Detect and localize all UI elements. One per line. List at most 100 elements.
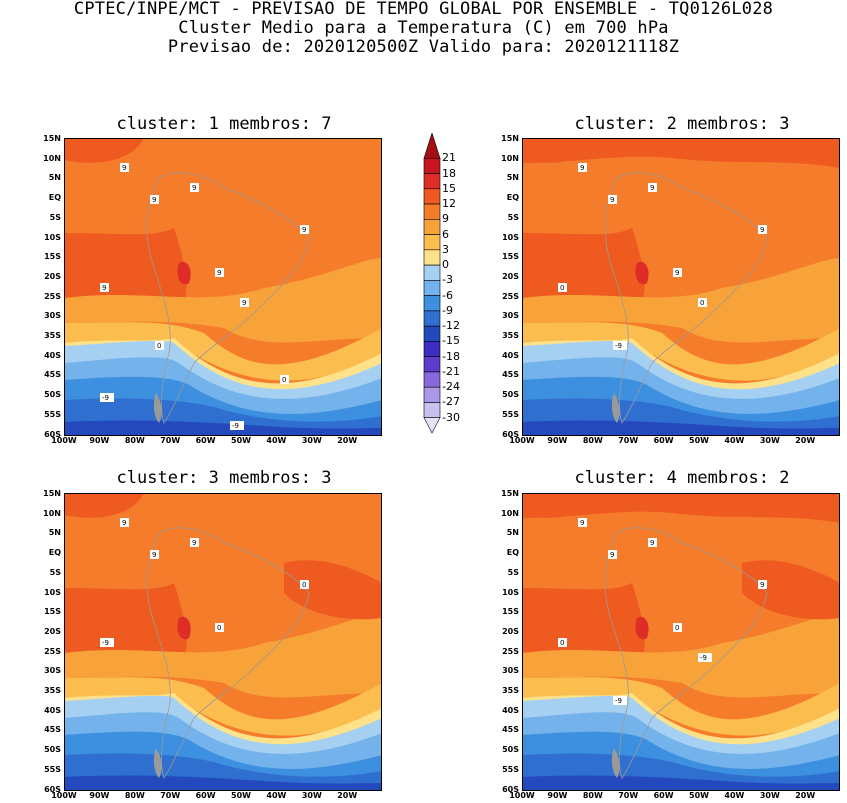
lat-tick-label: 5N (506, 528, 519, 538)
lon-tick-label: 80W (582, 791, 603, 800)
lat-tick-label: 30S (44, 311, 61, 321)
contour-label: 0 (155, 341, 164, 350)
colorbar-level-label: -27 (442, 395, 460, 409)
colorbar-level-label: -21 (442, 364, 460, 378)
lon-tick-label: 100W (51, 436, 77, 445)
lat-tick-label: 10S (502, 232, 519, 242)
contour-label: 0 (698, 298, 707, 307)
lat-tick-label: EQ (48, 548, 61, 558)
colorbar (423, 133, 441, 434)
lat-tick-label: 10N (501, 153, 519, 163)
colorbar-level-label: -24 (442, 380, 460, 394)
contour-label: -9 (230, 421, 244, 430)
lat-tick-label: 50S (502, 390, 519, 400)
lat-tick-label: 15N (501, 134, 519, 143)
lon-tick-label: 70W (618, 791, 639, 800)
lat-tick-label: 15S (502, 607, 519, 617)
lat-tick-label: 50S (502, 745, 519, 755)
band-9-mid (64, 583, 187, 663)
map-panel-2: 9 9 9 9 9 0 0 -9 (522, 138, 840, 436)
lat-tick-label: 35S (44, 331, 61, 340)
colorbar-swatch (423, 356, 441, 373)
lat-tick-label: 5N (48, 173, 61, 183)
contour-label: 9 (758, 225, 767, 234)
contour-label-text: 9 (122, 519, 126, 527)
colorbar-swatch (423, 325, 441, 342)
lat-tick-label: 35S (502, 331, 519, 340)
lat-tick-label: 30S (502, 666, 519, 676)
contour-label: -9 (100, 393, 114, 402)
lat-tick-label: EQ (48, 193, 61, 203)
colorbar-level-label: 0 (442, 258, 449, 272)
contour-label: 9 (120, 518, 129, 527)
lat-tick-label: 45S (502, 725, 519, 735)
colorbar-level-label: 18 (442, 166, 456, 180)
lat-tick-label: 40S (44, 705, 61, 715)
lat-tick-label: 30S (502, 311, 519, 321)
panel-title-2: cluster: 2 membros: 3 (574, 114, 790, 134)
colorbar-swatch (423, 219, 441, 235)
lon-tick-label: 50W (231, 791, 251, 800)
lat-tick-label: 10N (43, 153, 61, 163)
colorbar-swatch (423, 402, 441, 419)
contour-label-text: 0 (675, 624, 679, 632)
colorbar-top-arrow (423, 133, 441, 159)
lon-tick-label: 30W (759, 791, 780, 800)
colorbar-level-label: -18 (442, 349, 460, 363)
contour-label: 9 (215, 268, 224, 277)
contour-label-text: 9 (650, 539, 654, 547)
band-9-east (742, 560, 840, 620)
lat-tick-label: 60S (502, 429, 519, 439)
contour-label-text: 9 (242, 299, 246, 307)
contour-label: 9 (190, 183, 199, 192)
contour-label: 9 (608, 195, 617, 204)
lat-tick-label: 5S (507, 212, 519, 222)
continent-outline (604, 527, 768, 779)
contour-label-text: 0 (560, 284, 564, 292)
band-12-core (177, 261, 191, 285)
lat-tick-label: 55S (44, 764, 61, 774)
title-line-1: CPTEC/INPE/MCT - PREVISAO DE TEMPO GLOBA… (73, 0, 774, 19)
lon-tick-label: 100W (51, 791, 77, 800)
lon-tick-label: 80W (124, 436, 145, 445)
contour-label-text: 9 (580, 519, 584, 527)
contour-label-text: -9 (102, 639, 109, 647)
band-cool5 (64, 420, 382, 436)
lon-tick-label: 80W (582, 436, 603, 445)
colorbar-swatch (423, 386, 441, 403)
lon-tick-label: 20W (795, 791, 816, 800)
lat-tick-label: 15S (44, 607, 61, 617)
lon-tick-label: 80W (124, 791, 145, 800)
lat-tick-label: 35S (44, 686, 61, 695)
colorbar-level-label: 9 (442, 212, 449, 226)
lon-tick-label: 60W (195, 791, 216, 800)
lat-tick-label: 10N (501, 508, 519, 518)
lat-tick-label: 10N (43, 508, 61, 518)
lon-tick-label: 40W (724, 436, 745, 445)
contour-label: -9 (613, 696, 627, 705)
lon-tick-label: 40W (266, 436, 287, 445)
band-3 (64, 613, 382, 698)
colorbar-level-label: -6 (442, 288, 453, 302)
lon-tick-label: 70W (160, 791, 181, 800)
contour-label: 0 (280, 375, 289, 384)
lon-tick-label: 40W (266, 791, 287, 800)
contour-label: 9 (150, 195, 159, 204)
lat-tick-label: 10S (44, 587, 61, 597)
lat-tick-label: 45S (44, 725, 61, 735)
colorbar-level-label: -9 (442, 303, 453, 317)
title-line-2: Cluster Medio para a Temperatura (C) em … (178, 18, 669, 38)
colorbar-level-label: 15 (442, 181, 456, 195)
lat-tick-label: 45S (502, 370, 519, 380)
lon-tick-label: 60W (653, 436, 674, 445)
continent-outline (146, 172, 310, 424)
band-9-mid (522, 583, 645, 663)
lat-tick-label: EQ (506, 193, 519, 203)
band-9-mid (64, 228, 187, 308)
contour-label: 9 (150, 550, 159, 559)
lat-tick-label: EQ (506, 548, 519, 558)
colorbar-swatch (423, 280, 441, 296)
panel-frame (64, 493, 382, 791)
contour-label-text: 9 (152, 196, 156, 204)
lon-tick-label: 30W (759, 436, 780, 445)
